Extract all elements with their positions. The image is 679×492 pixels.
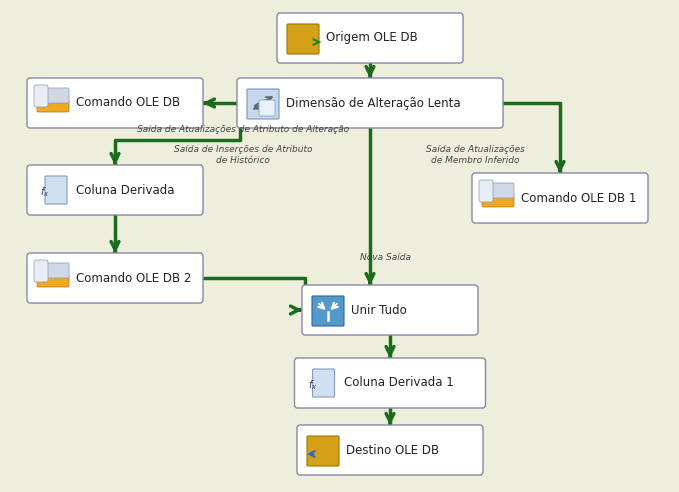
Text: $f_x$: $f_x$ xyxy=(308,378,317,392)
FancyBboxPatch shape xyxy=(277,13,463,63)
Text: Coluna Derivada: Coluna Derivada xyxy=(76,184,175,196)
Text: Comando OLE DB 2: Comando OLE DB 2 xyxy=(76,272,191,284)
FancyBboxPatch shape xyxy=(484,183,514,198)
Text: Comando OLE DB 1: Comando OLE DB 1 xyxy=(521,191,636,205)
Text: Destino OLE DB: Destino OLE DB xyxy=(346,443,439,457)
FancyBboxPatch shape xyxy=(312,369,335,397)
FancyBboxPatch shape xyxy=(312,296,344,326)
FancyBboxPatch shape xyxy=(39,263,69,278)
Text: $f_x$: $f_x$ xyxy=(40,185,50,199)
FancyBboxPatch shape xyxy=(307,436,339,466)
FancyBboxPatch shape xyxy=(37,100,69,112)
FancyBboxPatch shape xyxy=(479,180,493,202)
FancyBboxPatch shape xyxy=(34,85,48,107)
FancyBboxPatch shape xyxy=(237,78,503,128)
FancyBboxPatch shape xyxy=(27,165,203,215)
Text: Dimensão de Alteração Lenta: Dimensão de Alteração Lenta xyxy=(286,96,460,110)
FancyBboxPatch shape xyxy=(482,195,514,207)
FancyBboxPatch shape xyxy=(45,176,67,204)
Text: Nova Saída: Nova Saída xyxy=(360,253,411,263)
Text: Comando OLE DB: Comando OLE DB xyxy=(76,96,180,110)
FancyBboxPatch shape xyxy=(27,253,203,303)
FancyBboxPatch shape xyxy=(295,358,485,408)
FancyBboxPatch shape xyxy=(247,89,279,119)
FancyBboxPatch shape xyxy=(259,100,275,116)
Text: Saída de Inserções de Atributo
de Histórico: Saída de Inserções de Atributo de Histór… xyxy=(174,145,312,165)
FancyBboxPatch shape xyxy=(297,425,483,475)
Text: Coluna Derivada 1: Coluna Derivada 1 xyxy=(344,376,454,390)
FancyBboxPatch shape xyxy=(287,24,319,54)
Text: Origem OLE DB: Origem OLE DB xyxy=(326,31,418,44)
FancyBboxPatch shape xyxy=(39,88,69,103)
FancyBboxPatch shape xyxy=(34,260,48,282)
FancyBboxPatch shape xyxy=(37,275,69,287)
Text: Unir Tudo: Unir Tudo xyxy=(351,304,407,316)
FancyBboxPatch shape xyxy=(302,285,478,335)
Text: Saída de Atualizações
de Membro Inferido: Saída de Atualizações de Membro Inferido xyxy=(426,145,524,165)
FancyBboxPatch shape xyxy=(27,78,203,128)
FancyBboxPatch shape xyxy=(472,173,648,223)
Text: Saída de Atualizações de Atributo de Alteração: Saída de Atualizações de Atributo de Alt… xyxy=(137,125,349,134)
